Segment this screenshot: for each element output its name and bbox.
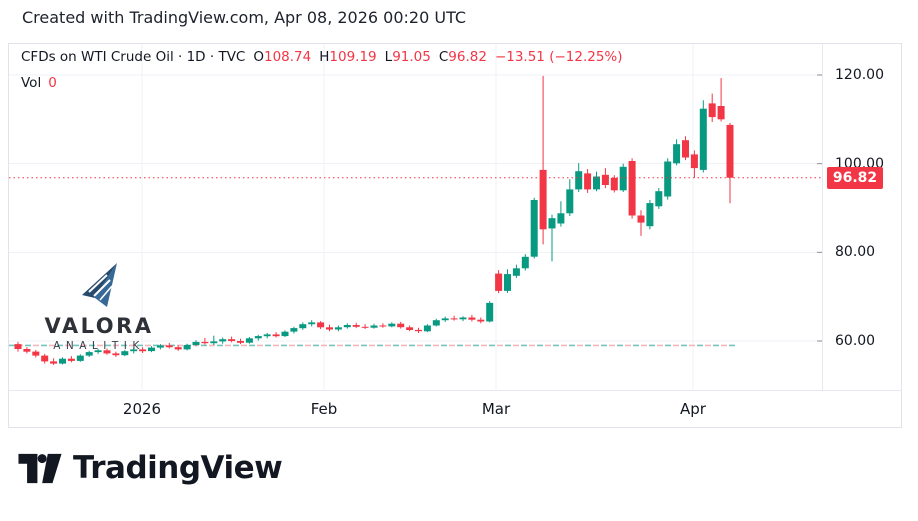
vol-label: Vol (21, 75, 42, 91)
watermark-name: VALORA (44, 314, 154, 338)
volume-legend[interactable]: Vol 0 (21, 75, 57, 91)
vol-value: 0 (48, 75, 57, 91)
candles-svg[interactable] (9, 44, 822, 390)
open-value: 108.74 (264, 49, 312, 65)
close-value: 96.82 (448, 49, 487, 65)
close-label: C (438, 49, 449, 65)
last-price-badge: 96.82 (827, 166, 883, 189)
chart-card: CFDs on WTI Crude Oil · 1D · TVC O108.74 H… (8, 43, 902, 428)
open-label: O (253, 49, 264, 65)
high-label: H (319, 49, 330, 65)
change-value: −13.51 (−12.25%) (494, 49, 623, 65)
low-label: L (384, 49, 393, 65)
price-tick-80: 80.00 (835, 244, 876, 260)
tradingview-logo-icon (18, 453, 62, 483)
time-tick-2026: 2026 (122, 400, 162, 418)
valora-plane-icon (82, 263, 117, 307)
low-value: 91.05 (392, 49, 431, 65)
high-value: 109.19 (329, 49, 377, 65)
time-tick-apr: Apr (680, 400, 706, 418)
created-with-note: Created with TradingView.com, Apr 08, 20… (22, 8, 467, 27)
price-tick-60: 60.00 (835, 333, 876, 349)
tradingview-brand-text: TradingView (73, 450, 283, 486)
price-axis[interactable]: 120.00 100.00 80.00 60.00 96.82 (822, 44, 902, 390)
valora-watermark: VALORA ANALITIK (23, 262, 175, 352)
time-axis[interactable]: 2026 Feb Mar Apr (9, 390, 901, 427)
price-pane[interactable] (9, 44, 822, 390)
symbol-title: CFDs on WTI Crude Oil · 1D · TVC (21, 49, 246, 65)
watermark-subtitle: ANALITIK (53, 340, 145, 352)
price-tick-120: 120.00 (835, 67, 884, 83)
tradingview-branding[interactable]: TradingView (18, 450, 283, 486)
time-tick-mar: Mar (481, 400, 511, 418)
time-tick-feb: Feb (310, 400, 338, 418)
symbol-legend[interactable]: CFDs on WTI Crude Oil · 1D · TVC O108.74 H… (21, 49, 623, 65)
